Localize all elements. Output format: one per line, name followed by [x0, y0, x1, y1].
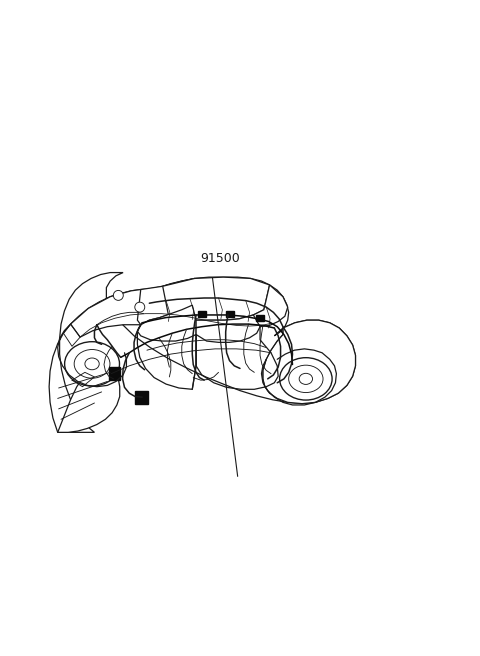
Ellipse shape — [299, 373, 312, 384]
Ellipse shape — [280, 358, 332, 400]
Ellipse shape — [85, 358, 99, 370]
Polygon shape — [71, 289, 171, 337]
Polygon shape — [58, 364, 120, 432]
Polygon shape — [227, 311, 234, 317]
Polygon shape — [256, 315, 264, 321]
Polygon shape — [251, 285, 288, 327]
Polygon shape — [196, 315, 260, 342]
Ellipse shape — [65, 342, 120, 386]
Polygon shape — [109, 367, 120, 380]
Text: 91500: 91500 — [200, 252, 240, 265]
Ellipse shape — [74, 350, 110, 379]
Ellipse shape — [288, 365, 323, 392]
Circle shape — [135, 302, 145, 312]
Polygon shape — [263, 320, 356, 403]
Circle shape — [113, 291, 123, 300]
Polygon shape — [135, 390, 148, 403]
Polygon shape — [137, 278, 195, 325]
Polygon shape — [49, 272, 356, 432]
Polygon shape — [163, 277, 270, 320]
Polygon shape — [198, 311, 206, 317]
Polygon shape — [137, 305, 196, 341]
